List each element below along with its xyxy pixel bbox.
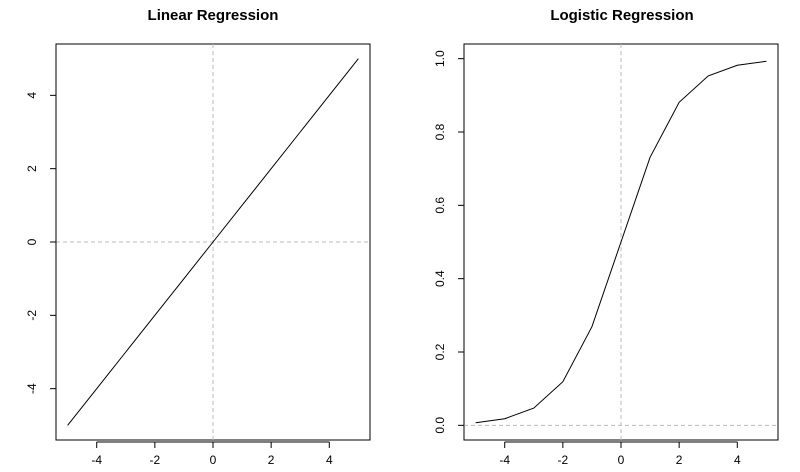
linear-regression-y-tick-label: 2 [25,165,39,172]
linear-regression-title: Linear Regression [148,7,279,24]
linear-regression-series [67,58,359,426]
linear-regression-x-tick-label: 0 [210,453,217,467]
linear-regression-x-tick-label: -4 [91,453,102,467]
logistic-regression-x-tick-label: -2 [558,453,569,467]
logistic-regression-y-tick-label: 0.8 [433,123,447,140]
logistic-regression-y-tick-label: 0.4 [433,270,447,287]
logistic-regression-y-tick-label: 1.0 [433,50,447,67]
linear-regression-panel: Linear Regression -4 -2 0 2 4 -4 -2 0 2 4 [25,7,371,467]
linear-regression-y-axis: -4 -2 0 2 4 [25,92,57,394]
logistic-regression-title: Logistic Regression [550,7,693,24]
linear-regression-x-tick-label: 4 [326,453,333,467]
linear-regression-y-tick-label: 0 [25,238,39,245]
linear-regression-y-tick-label: -4 [25,383,39,394]
linear-regression-y-tick-label: 4 [25,92,39,99]
logistic-regression-y-axis: 0.0 0.2 0.4 0.6 0.8 1.0 [433,50,465,434]
linear-regression-x-tick-label: -2 [150,453,161,467]
logistic-regression-x-tick-label: -4 [499,453,510,467]
logistic-regression-series [475,60,767,424]
logistic-regression-y-tick-label: 0.0 [433,417,447,434]
logistic-regression-x-tick-label: 0 [618,453,625,467]
linear-regression-x-tick-label: 2 [268,453,275,467]
logistic-regression-x-tick-label: 2 [676,453,683,467]
logistic-regression-y-tick-label: 0.2 [433,343,447,360]
linear-regression-series-line [67,58,359,426]
logistic-regression-x-tick-label: 4 [734,453,741,467]
logistic-regression-series-line [475,60,767,424]
logistic-regression-x-axis: -4 -2 0 2 4 [499,441,741,467]
logistic-regression-panel: Logistic Regression -4 -2 0 2 4 0.0 0.2 0.4 0.6… [433,7,779,467]
linear-regression-x-axis: -4 -2 0 2 4 [91,441,333,467]
linear-regression-y-tick-label: -2 [25,310,39,321]
logistic-regression-y-tick-label: 0.6 [433,197,447,214]
